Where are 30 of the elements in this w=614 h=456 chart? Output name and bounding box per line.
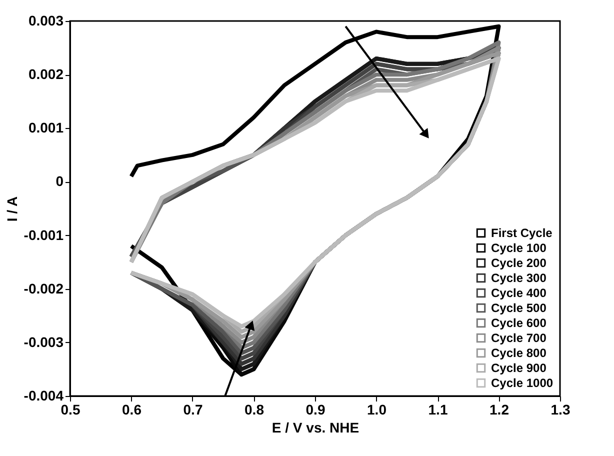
legend-label: Cycle 500: [491, 301, 547, 315]
legend-label: First Cycle: [491, 226, 553, 240]
y-tick-label: -0.001: [24, 226, 64, 243]
x-axis-title: E / V vs. NHE: [272, 420, 360, 436]
legend-label: Cycle 600: [491, 316, 547, 330]
y-axis-title: I / A: [4, 196, 20, 222]
x-tick-label: 0.9: [306, 402, 326, 418]
legend-label: Cycle 300: [491, 271, 547, 285]
x-tick-label: 1.0: [367, 402, 387, 418]
y-tick-label: -0.002: [24, 280, 64, 296]
y-tick-label: -0.004: [24, 388, 64, 404]
x-tick-label: 0.8: [244, 402, 264, 418]
y-tick-label: 0.001: [28, 120, 64, 136]
y-tick-label: 0.002: [28, 66, 64, 82]
x-tick-label: 1.1: [428, 402, 448, 418]
y-tick-label: 0.003: [28, 12, 64, 28]
legend-label: Cycle 1000: [491, 376, 554, 390]
legend-label: Cycle 200: [491, 256, 547, 270]
legend-label: Cycle 700: [491, 331, 547, 345]
legend-label: Cycle 800: [491, 346, 547, 360]
x-tick-label: 0.5: [60, 402, 80, 418]
legend-label: Cycle 900: [491, 361, 547, 375]
y-tick-label: 0: [56, 173, 64, 190]
x-tick-label: 0.6: [122, 402, 142, 418]
x-tick-label: 0.7: [183, 402, 203, 418]
x-tick-label: 1.2: [490, 402, 510, 418]
y-tick-label: -0.003: [24, 334, 64, 350]
x-tick-label: 1.3: [550, 402, 570, 418]
legend-label: Cycle 100: [491, 241, 547, 255]
legend-label: Cycle 400: [491, 286, 547, 300]
